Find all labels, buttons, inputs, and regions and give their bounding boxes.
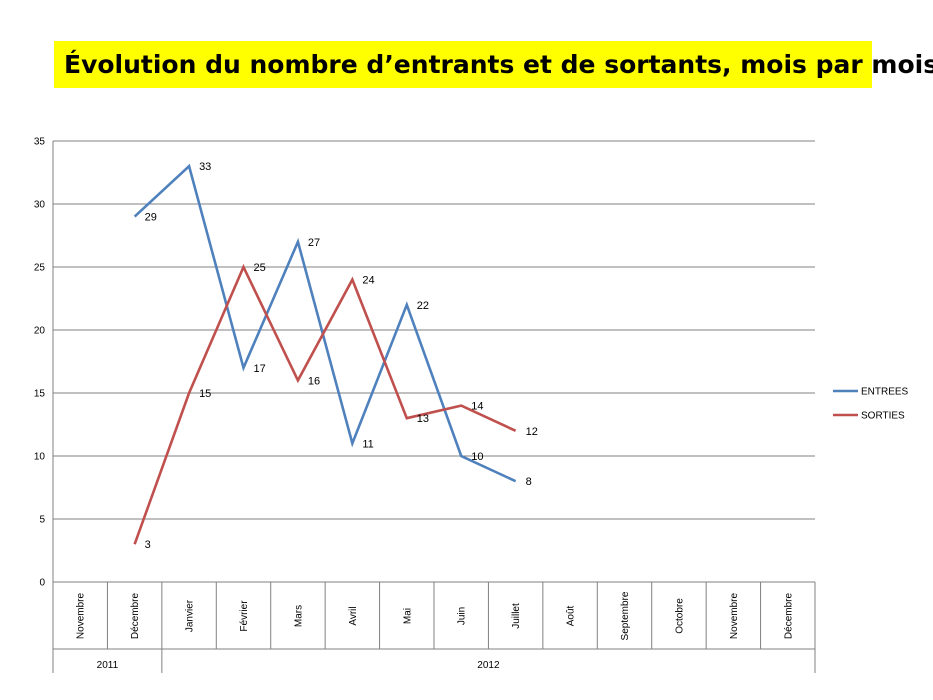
y-tick-label: 25 [34,263,46,274]
x-tick-label: Novembre [729,593,740,640]
y-tick-label: 20 [34,326,46,337]
data-label: 22 [417,300,429,312]
x-tick-label: Janvier [185,599,196,632]
data-label: 33 [199,161,211,173]
y-tick-label: 10 [34,452,46,463]
legend-label: ENTREES [861,387,909,398]
x-tick-label: Juillet [511,603,522,629]
y-tick-label: 5 [39,515,45,526]
series-line-sorties [133,263,517,545]
x-tick-label: Septembre [620,591,631,640]
data-label: 10 [471,451,483,463]
x-tick-label: Mai [402,608,413,624]
x-group-label: 2011 [97,660,119,671]
y-tick-label: 30 [34,200,46,211]
y-tick-label: 0 [39,578,45,589]
x-tick-label: Décembre [783,593,794,640]
y-tick-label: 15 [34,389,46,400]
data-label: 25 [254,262,266,274]
x-tick-label: Août [566,605,577,626]
data-label: 13 [417,413,429,425]
data-label: 27 [308,237,320,249]
data-label: 15 [199,388,211,400]
series-line-entrees [133,163,517,483]
x-tick-label: Octobre [674,598,685,634]
legend-label: SORTIES [861,411,905,422]
title-banner: Évolution du nombre d’entrants et de sor… [54,41,933,88]
data-label: 29 [145,212,157,224]
x-group-label: 2012 [477,660,500,671]
y-tick-label: 35 [34,137,46,148]
data-label: 24 [362,275,374,287]
data-label: 16 [308,375,320,387]
data-label: 17 [254,363,266,375]
x-tick-label: Novembre [76,593,87,640]
x-tick-label: Décembre [130,593,141,640]
x-tick-label: Avril [348,606,359,625]
data-label: 11 [362,438,373,450]
x-tick-label: Juin [457,607,468,625]
data-label: 12 [526,426,538,438]
data-label: 3 [145,539,151,551]
chart-title: Évolution du nombre d’entrants et de sor… [64,50,933,79]
data-label: 8 [526,476,532,488]
x-tick-label: Mars [293,605,304,627]
data-label: 14 [471,401,483,413]
x-tick-label: Février [239,600,250,632]
